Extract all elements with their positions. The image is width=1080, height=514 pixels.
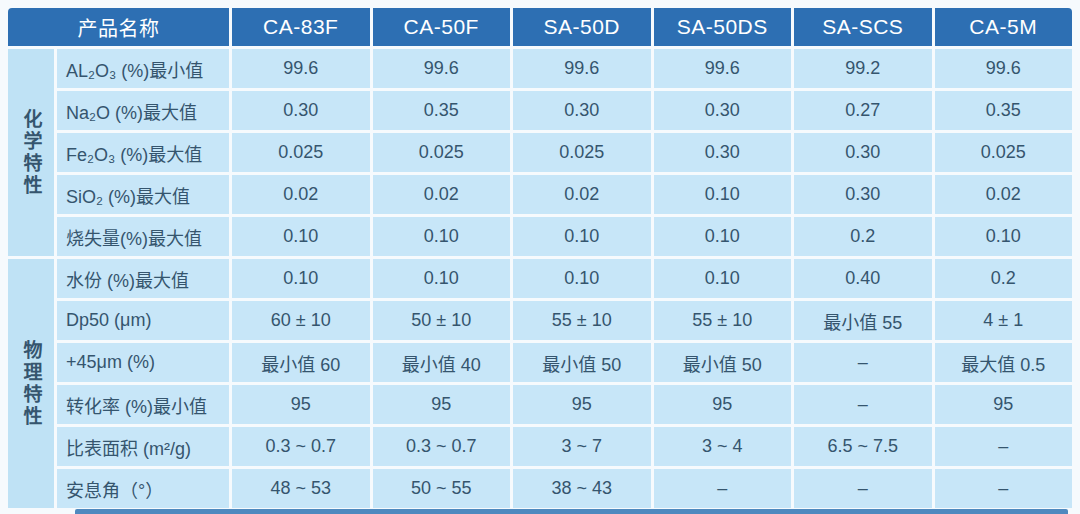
value-cell: 48 ~ 53 [232, 469, 370, 508]
row-label: 水份 (%)最大值 [57, 259, 229, 298]
column-header-ca-5m: CA-5M [935, 8, 1073, 46]
value-cell: 0.10 [232, 259, 370, 298]
value-cell: 最小值 50 [513, 343, 651, 382]
value-cell: 99.6 [654, 49, 792, 88]
value-cell: 3 ~ 7 [513, 427, 651, 466]
value-cell: 0.10 [232, 217, 370, 256]
value-cell: 99.6 [935, 49, 1073, 88]
value-cell: 最小值 50 [654, 343, 792, 382]
value-cell: 0.3 ~ 0.7 [373, 427, 511, 466]
row-label: 安息角（°） [57, 469, 229, 508]
value-cell: 3 ~ 4 [654, 427, 792, 466]
column-header-ca-83f: CA-83F [232, 8, 370, 46]
value-cell: 4 ± 1 [935, 301, 1073, 340]
value-cell: 0.40 [794, 259, 932, 298]
value-cell: – [794, 469, 932, 508]
value-cell: 99.2 [794, 49, 932, 88]
value-cell: 60 ± 10 [232, 301, 370, 340]
value-cell: 0.30 [794, 175, 932, 214]
value-cell: 55 ± 10 [513, 301, 651, 340]
value-cell: 最小值 40 [373, 343, 511, 382]
row-label: +45μm (%) [57, 343, 229, 382]
value-cell: 最小值 55 [794, 301, 932, 340]
value-cell: 0.02 [232, 175, 370, 214]
value-cell: 38 ~ 43 [513, 469, 651, 508]
row-label: 比表面积 (m²/g) [57, 427, 229, 466]
value-cell: 0.30 [513, 91, 651, 130]
next-table-top-edge [75, 509, 1068, 514]
value-cell: 0.10 [513, 217, 651, 256]
value-cell: 最大值 0.5 [935, 343, 1073, 382]
value-cell: 0.35 [373, 91, 511, 130]
value-cell: 0.30 [654, 133, 792, 172]
row-label: SiO₂ (%)最大值 [57, 175, 229, 214]
value-cell: 55 ± 10 [654, 301, 792, 340]
value-cell: 0.2 [935, 259, 1073, 298]
column-header-sa-50ds: SA-50DS [654, 8, 792, 46]
column-header-ca-50f: CA-50F [373, 8, 511, 46]
value-cell: 95 [513, 385, 651, 424]
value-cell: 0.02 [513, 175, 651, 214]
row-label: 烧失量(%)最大值 [57, 217, 229, 256]
value-cell: 95 [232, 385, 370, 424]
value-cell: 0.30 [654, 91, 792, 130]
product-spec-table: 产品名称 CA-83F CA-50F SA-50D SA-50DS SA-SCS… [8, 8, 1072, 508]
group-label-chemical-properties: 化学特性 [8, 49, 54, 256]
value-cell: 50 ~ 55 [373, 469, 511, 508]
value-cell: 最小值 60 [232, 343, 370, 382]
value-cell: 0.025 [935, 133, 1073, 172]
value-cell: 0.10 [654, 259, 792, 298]
value-cell: 0.27 [794, 91, 932, 130]
value-cell: 0.10 [373, 259, 511, 298]
row-label: Fe₂O₃ (%)最大值 [57, 133, 229, 172]
value-cell: 0.35 [935, 91, 1073, 130]
value-cell: 0.10 [513, 259, 651, 298]
value-cell: 0.02 [935, 175, 1073, 214]
column-header-sa-50d: SA-50D [513, 8, 651, 46]
value-cell: 6.5 ~ 7.5 [794, 427, 932, 466]
group-label-physical-properties: 物理特性 [8, 259, 54, 508]
value-cell: – [794, 385, 932, 424]
value-cell: 0.30 [232, 91, 370, 130]
row-label: 转化率 (%)最小值 [57, 385, 229, 424]
value-cell: 0.10 [654, 175, 792, 214]
value-cell: – [794, 343, 932, 382]
value-cell: 0.10 [654, 217, 792, 256]
value-cell: 0.025 [373, 133, 511, 172]
column-header-product-name: 产品名称 [8, 8, 229, 46]
value-cell: 0.2 [794, 217, 932, 256]
value-cell: 0.3 ~ 0.7 [232, 427, 370, 466]
value-cell: 99.6 [373, 49, 511, 88]
value-cell: 0.025 [232, 133, 370, 172]
value-cell: 95 [654, 385, 792, 424]
value-cell: – [935, 427, 1073, 466]
row-label: Dp50 (μm) [57, 301, 229, 340]
row-label: AL₂O₃ (%)最小值 [57, 49, 229, 88]
value-cell: 0.10 [373, 217, 511, 256]
row-label: Na₂O (%)最大值 [57, 91, 229, 130]
value-cell: 95 [935, 385, 1073, 424]
value-cell: 99.6 [232, 49, 370, 88]
column-header-sa-scs: SA-SCS [794, 8, 932, 46]
value-cell: 0.02 [373, 175, 511, 214]
value-cell: – [935, 469, 1073, 508]
value-cell: – [654, 469, 792, 508]
value-cell: 95 [373, 385, 511, 424]
value-cell: 50 ± 10 [373, 301, 511, 340]
value-cell: 0.10 [935, 217, 1073, 256]
value-cell: 0.30 [794, 133, 932, 172]
value-cell: 99.6 [513, 49, 651, 88]
value-cell: 0.025 [513, 133, 651, 172]
